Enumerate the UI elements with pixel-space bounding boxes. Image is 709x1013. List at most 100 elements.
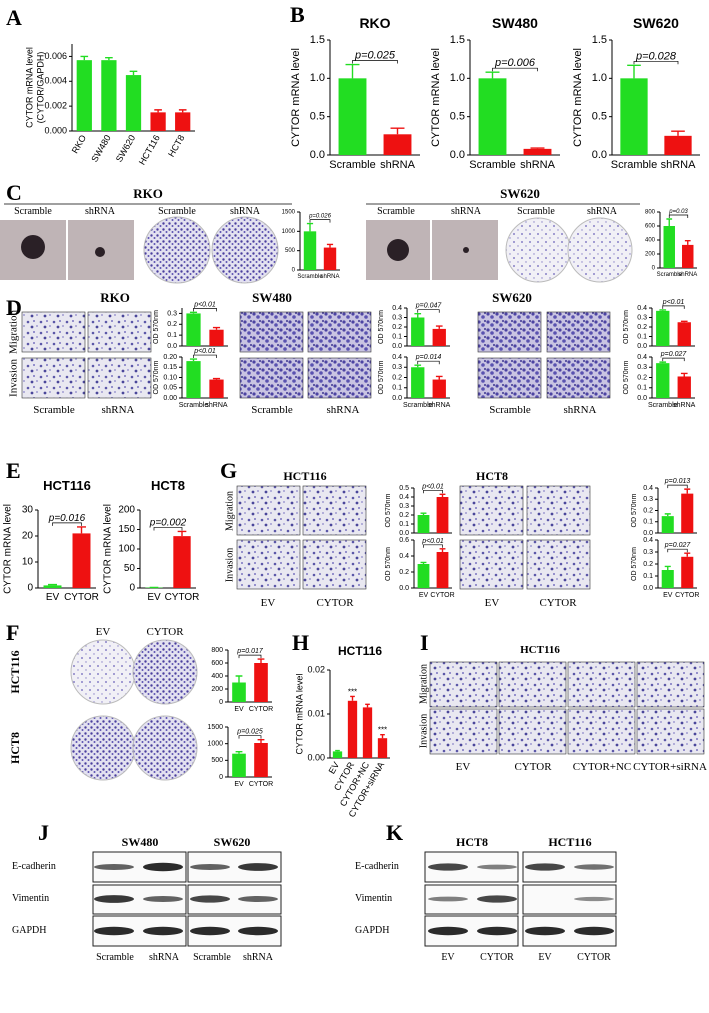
figure-label: SW480 bbox=[122, 835, 159, 849]
y-tick-label: 0.02 bbox=[307, 664, 325, 674]
error-bar bbox=[435, 375, 443, 380]
figure-label: CYTOR+siRNA bbox=[633, 761, 707, 773]
panel-letter: G bbox=[220, 458, 237, 483]
figure-label: CYTOR bbox=[539, 597, 577, 609]
y-tick-label: 0.00 bbox=[307, 752, 325, 762]
y-tick-label: 1.0 bbox=[310, 72, 325, 84]
error-bar bbox=[435, 325, 443, 329]
y-tick-label: 0.3 bbox=[167, 310, 177, 317]
panel-letter: E bbox=[6, 458, 21, 483]
y-tick-label: 1500 bbox=[282, 210, 296, 216]
micrograph bbox=[636, 708, 705, 755]
x-tick-label: Scramble bbox=[297, 274, 323, 280]
y-tick-label: 0.4 bbox=[392, 305, 402, 312]
figure-label: Scramble bbox=[517, 206, 555, 217]
figure-label: SW480 bbox=[252, 290, 292, 305]
x-tick-label: shRNA bbox=[673, 402, 696, 409]
y-tick-label: 0.004 bbox=[44, 76, 67, 86]
figure-label: Invasion bbox=[224, 548, 235, 582]
bar bbox=[417, 564, 430, 588]
micrograph bbox=[526, 539, 591, 590]
significance-bracket bbox=[668, 214, 689, 218]
y-axis-label: OD 570nm bbox=[153, 360, 160, 394]
blot-band bbox=[94, 926, 134, 936]
bar bbox=[656, 363, 670, 398]
figure-label: Vimentin bbox=[355, 893, 392, 904]
error-bar bbox=[105, 56, 113, 61]
bar-label: *** bbox=[378, 726, 387, 735]
x-tick-label: Scramble bbox=[403, 402, 433, 409]
x-tick-label: EV bbox=[234, 706, 244, 713]
y-tick-label: 600 bbox=[211, 660, 223, 667]
blot-band bbox=[428, 863, 468, 871]
figure-label: HCT116 bbox=[8, 650, 22, 693]
blot-band bbox=[143, 926, 183, 936]
y-axis-label: OD 570nm bbox=[153, 310, 160, 344]
figure-label: CYTOR bbox=[577, 952, 611, 963]
y-tick-label: 0.5 bbox=[310, 111, 325, 123]
blot-band bbox=[574, 864, 614, 870]
y-axis-label: OD 570nm bbox=[385, 493, 392, 527]
significance-label: p<0.01 bbox=[193, 301, 216, 308]
figure-label: RKO bbox=[100, 290, 130, 305]
significance-label: p=0.047 bbox=[415, 303, 443, 310]
blot-band bbox=[477, 864, 517, 870]
error-bar bbox=[684, 552, 691, 557]
bar bbox=[150, 112, 166, 131]
y-tick-label: 400 bbox=[645, 238, 656, 244]
blot-band bbox=[477, 926, 517, 936]
bar bbox=[186, 361, 201, 398]
x-tick-label: Scramble bbox=[179, 402, 209, 409]
bar bbox=[186, 313, 201, 346]
y-tick-label: 100 bbox=[118, 544, 135, 555]
figure-label: HCT8 bbox=[8, 732, 22, 764]
error-bar bbox=[189, 358, 198, 362]
panel-letter: K bbox=[386, 820, 403, 845]
y-tick-label: 0.006 bbox=[44, 51, 67, 61]
blot-band bbox=[428, 926, 468, 936]
error-bar bbox=[212, 377, 221, 380]
significance-label: p=0.03 bbox=[668, 209, 688, 215]
error-bar bbox=[257, 738, 265, 743]
error-bar bbox=[306, 222, 314, 232]
x-tick-label: HCT116 bbox=[137, 133, 162, 166]
panel-letter: F bbox=[6, 620, 19, 645]
y-tick-label: 1000 bbox=[207, 741, 223, 748]
significance-bracket bbox=[633, 60, 679, 65]
error-bar bbox=[420, 561, 427, 564]
error-bar bbox=[680, 372, 688, 377]
y-tick-label: 0.2 bbox=[399, 512, 409, 519]
blot-band bbox=[94, 895, 134, 903]
micrograph bbox=[477, 311, 542, 353]
error-bar bbox=[530, 147, 545, 149]
y-tick-label: 30 bbox=[22, 505, 34, 516]
y-axis-label: CYTOR mRNA level bbox=[294, 674, 304, 755]
bar bbox=[436, 497, 449, 533]
bar bbox=[663, 226, 675, 268]
figure-label: shRNA bbox=[243, 952, 274, 963]
figure-label: shRNA bbox=[563, 404, 596, 416]
figure-label: E-cadherin bbox=[12, 861, 56, 872]
figure-label: Migration bbox=[418, 664, 429, 704]
error-bar bbox=[178, 109, 187, 113]
figure-label: shRNA bbox=[85, 206, 116, 217]
error-bar bbox=[664, 513, 671, 517]
significance-label: p<0.01 bbox=[662, 299, 685, 306]
x-tick-label: EV bbox=[419, 592, 429, 599]
blot-band bbox=[94, 864, 134, 870]
figure-label: SW620 bbox=[492, 290, 532, 305]
error-bar bbox=[154, 109, 162, 113]
y-tick-label: 0.0 bbox=[643, 530, 653, 537]
y-tick-label: 0.002 bbox=[44, 101, 67, 111]
y-tick-label: 0.2 bbox=[643, 561, 653, 568]
error-bar bbox=[77, 526, 86, 534]
y-tick-label: 0.1 bbox=[167, 332, 177, 339]
significance-bracket bbox=[662, 357, 685, 362]
significance-label: p=0.017 bbox=[236, 648, 264, 655]
figure-label: Scramble bbox=[96, 952, 134, 963]
micrograph bbox=[498, 661, 567, 708]
colony-plate bbox=[143, 216, 211, 284]
figure-label: GAPDH bbox=[12, 925, 46, 936]
y-tick-label: 0.1 bbox=[392, 385, 402, 392]
y-tick-label: 0.01 bbox=[307, 708, 325, 718]
